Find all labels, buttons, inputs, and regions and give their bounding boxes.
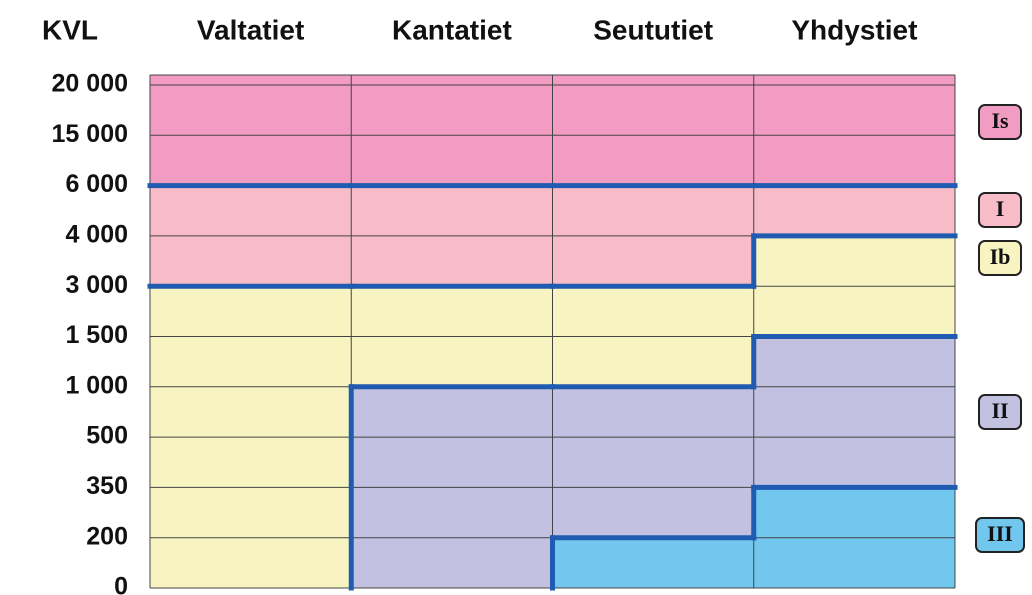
class-band	[150, 75, 352, 186]
column-header: Valtatiet	[197, 14, 304, 45]
class-band	[552, 537, 754, 588]
level-label: 200	[86, 522, 128, 550]
class-band	[552, 75, 754, 186]
legend-box	[978, 240, 1022, 276]
legend-box	[975, 517, 1025, 553]
column-header: Seututiet	[593, 14, 713, 45]
level-label: 15 000	[52, 120, 128, 148]
level-label: 20 000	[52, 70, 128, 98]
legend-box	[978, 394, 1022, 430]
axis-title: KVL	[42, 14, 98, 45]
legend-box	[978, 104, 1022, 140]
legend-label: Ib	[990, 244, 1011, 269]
legend-box	[978, 192, 1022, 228]
level-label: 3 000	[65, 271, 128, 299]
level-label: 6 000	[65, 170, 128, 198]
column-header: Kantatiet	[392, 14, 512, 45]
column-header: Yhdystiet	[791, 14, 917, 45]
level-label: 500	[86, 422, 128, 450]
legend-label: I	[996, 196, 1005, 221]
legend-label: II	[991, 398, 1008, 423]
class-band	[753, 336, 955, 488]
legend-label: III	[987, 521, 1013, 546]
level-label: 1 500	[65, 321, 128, 349]
class-band	[753, 185, 955, 236]
class-band	[351, 75, 553, 186]
class-band	[552, 386, 754, 538]
level-label: 1 000	[65, 371, 128, 399]
level-label: 4 000	[65, 221, 128, 249]
legend-label: Is	[991, 108, 1009, 133]
level-label: 0	[114, 573, 128, 595]
level-label: 350	[86, 472, 128, 500]
class-band	[753, 75, 955, 186]
